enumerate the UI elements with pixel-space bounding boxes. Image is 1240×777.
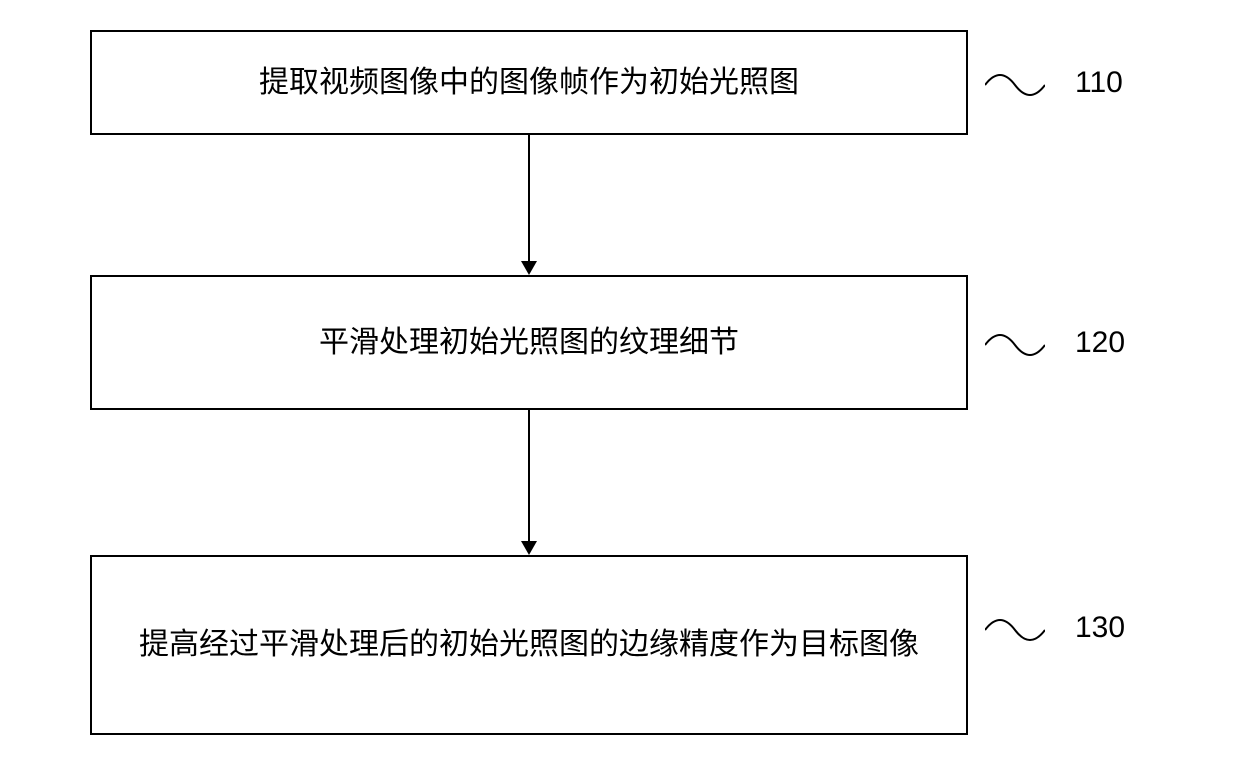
node-130-text: 提高经过平滑处理后的初始光照图的边缘精度作为目标图像	[139, 621, 919, 669]
connector-curve-110	[985, 65, 1045, 105]
node-110-label: 110	[1075, 66, 1123, 100]
flowchart-node-110: 提取视频图像中的图像帧作为初始光照图	[90, 30, 968, 135]
arrow-120-to-130	[90, 410, 968, 555]
flowchart-node-120: 平滑处理初始光照图的纹理细节	[90, 275, 968, 410]
connector-curve-130	[985, 610, 1045, 650]
node-120-text: 平滑处理初始光照图的纹理细节	[319, 319, 739, 367]
flowchart-node-130: 提高经过平滑处理后的初始光照图的边缘精度作为目标图像	[90, 555, 968, 735]
node-120-label: 120	[1075, 326, 1125, 360]
connector-curve-120	[985, 325, 1045, 365]
node-130-label: 130	[1075, 611, 1125, 645]
node-110-text: 提取视频图像中的图像帧作为初始光照图	[259, 59, 799, 107]
arrow-110-to-120	[90, 135, 968, 275]
